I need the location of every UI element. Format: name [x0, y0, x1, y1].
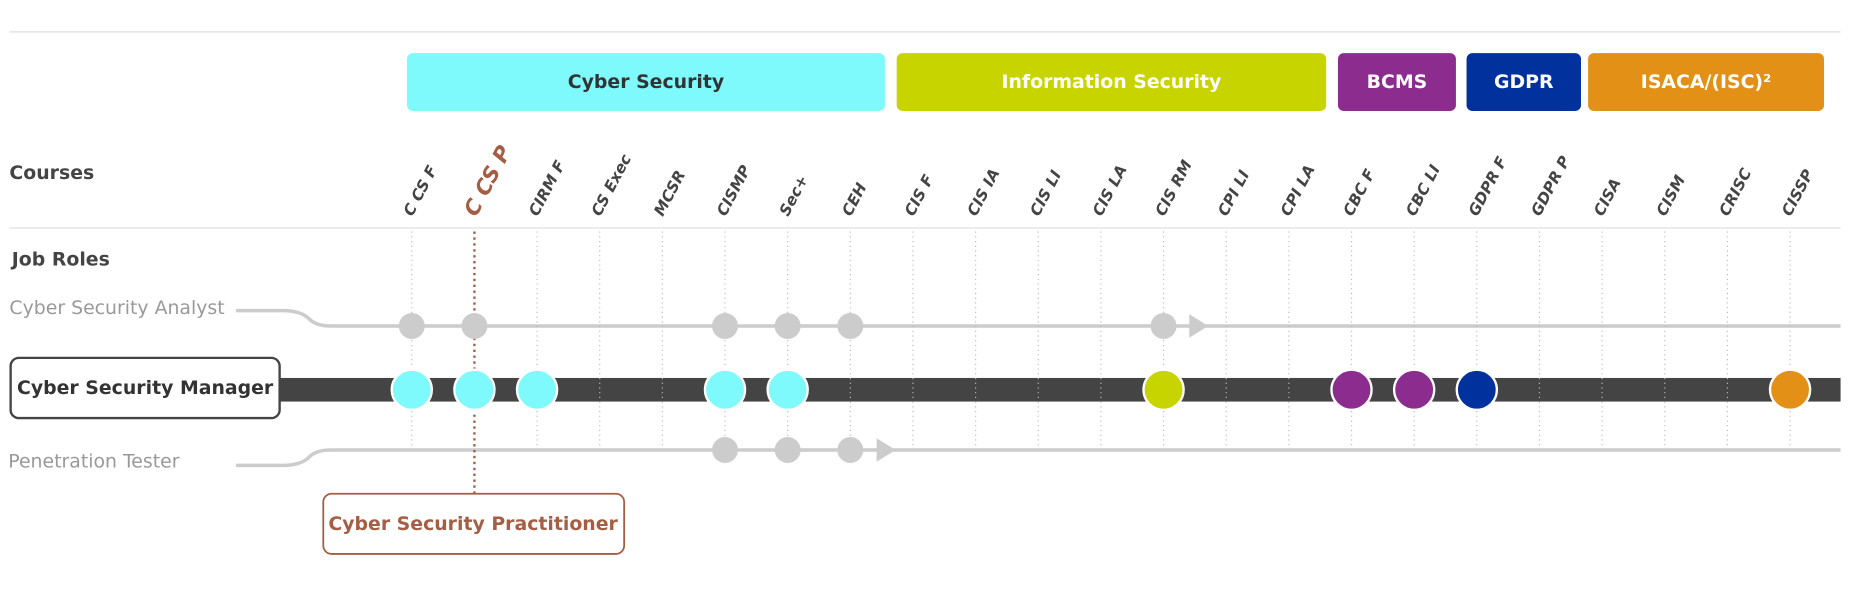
course-label: CIS LA	[1089, 162, 1131, 219]
course-dot	[461, 312, 488, 339]
course-label: CPI LI	[1214, 167, 1253, 219]
analyst-track	[235, 308, 1841, 328]
group-label: Information Security	[1001, 71, 1221, 93]
course-label: CBC LI	[1402, 162, 1444, 219]
course-label: C CS P	[459, 141, 517, 220]
arrow	[1189, 314, 1209, 338]
course-dot	[398, 312, 425, 339]
course-label: CBC F	[1340, 166, 1380, 219]
group-label: GDPR	[1494, 71, 1554, 93]
group-header	[1466, 53, 1581, 112]
course-label: CISM	[1653, 172, 1689, 219]
course-label: Sec+	[776, 172, 812, 219]
course-label: CEH	[838, 180, 870, 219]
course-label: CIS IA	[964, 166, 1004, 219]
manager-box	[9, 356, 281, 420]
role-label: Cyber Security Analyst	[9, 297, 224, 319]
course-label: CIS LI	[1026, 167, 1065, 219]
group-header	[1337, 53, 1456, 112]
course-label: CISMP	[713, 162, 755, 219]
course-dot	[712, 312, 738, 339]
course-label: CIS RM	[1152, 157, 1196, 219]
course-dot	[1768, 368, 1812, 412]
group-label: Cyber Security	[568, 71, 724, 93]
course-dot	[390, 368, 434, 412]
practitioner-label: Cyber Security Practitioner	[328, 513, 618, 535]
course-label: CS Exec	[588, 151, 635, 219]
course-dot	[837, 437, 864, 463]
course-dot	[766, 368, 809, 412]
role-label: Penetration Tester	[8, 450, 179, 472]
course-dot	[1392, 368, 1436, 412]
course-label: C CS F	[400, 162, 442, 219]
course-dot	[774, 437, 801, 463]
group-label: ISACA/(ISC)²	[1641, 71, 1772, 93]
arrow	[876, 438, 896, 462]
manager-track	[279, 377, 1841, 402]
course-label: CPI LA	[1277, 162, 1319, 219]
course-label: CISA	[1590, 175, 1625, 219]
course-label: CIRM F	[525, 157, 569, 219]
course-label: GDPR F	[1465, 153, 1511, 219]
course-dot	[703, 368, 747, 412]
role-label: Cyber Security Manager	[17, 377, 274, 399]
course-dot	[1455, 368, 1499, 412]
course-dot	[515, 368, 559, 412]
course-dot	[712, 437, 738, 463]
group-header	[896, 53, 1327, 112]
pentester-track	[235, 448, 1841, 468]
course-label: GDPR P	[1528, 152, 1575, 218]
course-dot	[453, 368, 496, 412]
job-roles-heading: Job Roles	[10, 248, 110, 270]
course-label: CRISC	[1715, 165, 1755, 219]
group-header	[1588, 53, 1825, 112]
course-dot	[1150, 312, 1177, 339]
course-label: CISSP	[1778, 166, 1818, 219]
course-dot	[837, 312, 864, 339]
practitioner-box	[322, 492, 626, 555]
course-label: MCSR	[650, 167, 689, 219]
group-label: BCMS	[1367, 71, 1428, 93]
group-header	[407, 53, 885, 112]
course-dot	[1330, 368, 1373, 412]
content: Cyber Security Information Security BCMS GD…	[390, 53, 1825, 494]
courses-heading: Courses	[9, 162, 94, 184]
course-dot	[774, 312, 801, 339]
course-dot	[1142, 368, 1185, 412]
course-label: CIS F	[901, 171, 938, 219]
